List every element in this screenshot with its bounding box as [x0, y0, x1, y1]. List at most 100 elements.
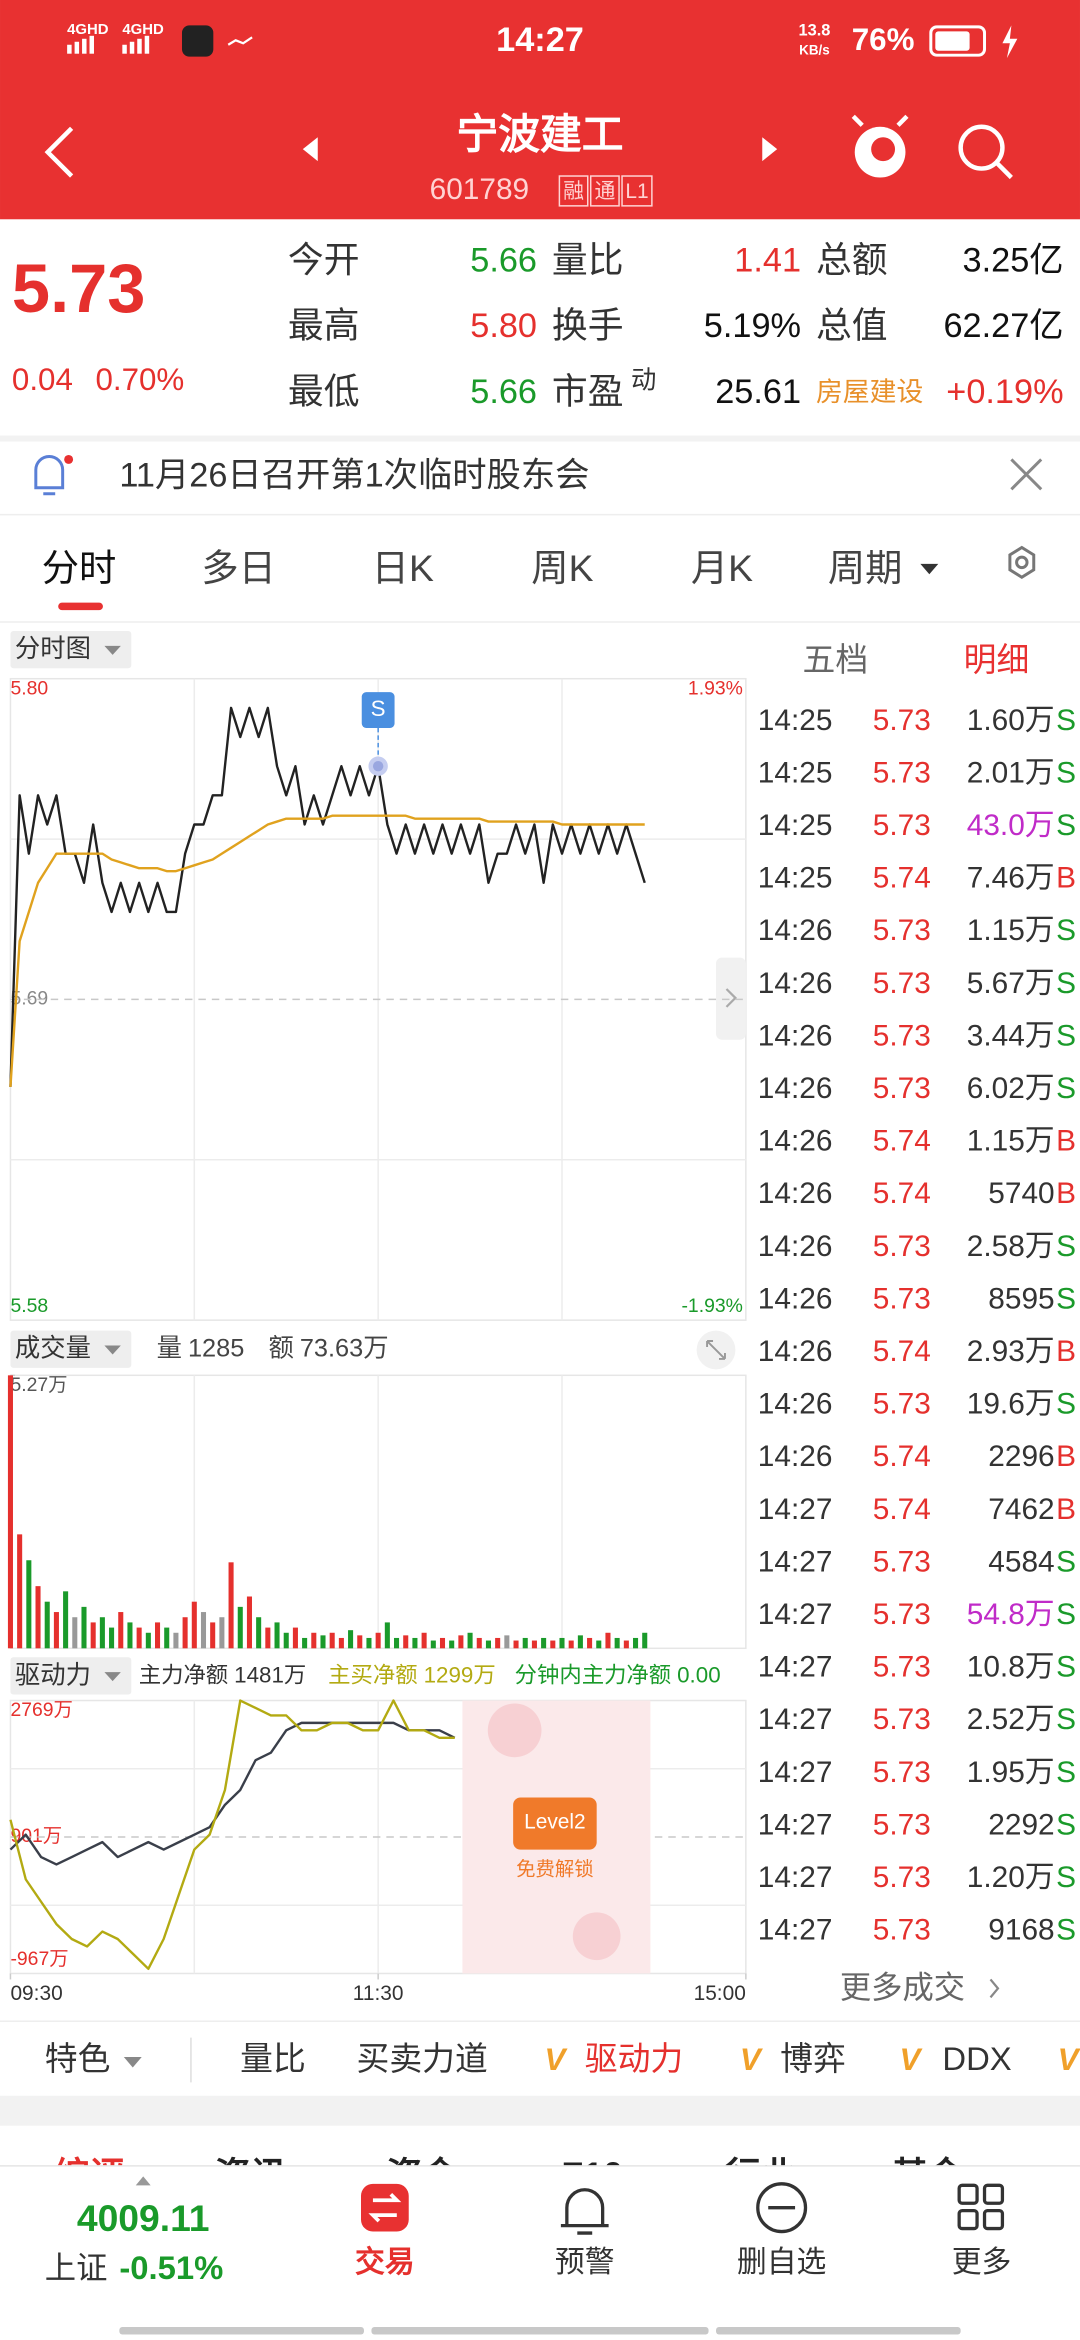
trade-side: S — [1056, 967, 1076, 1000]
trade-volume: 4584 — [988, 1545, 1054, 1578]
detail-tab[interactable]: 明细 — [964, 641, 1030, 678]
charts: 5.58 5.69 5.80 -1.93% 1.93% S 09:30 11:30 15:00 5… — [7, 677, 747, 2005]
toolbar-item[interactable]: 买卖力道 — [357, 2040, 488, 2077]
chart-title-box[interactable] — [10, 630, 132, 669]
toolbar-item[interactable]: 特色 — [45, 2040, 111, 2077]
next-stock[interactable] — [762, 137, 778, 162]
nav-item[interactable]: 预警 — [555, 2246, 615, 2279]
trade-side: B — [1056, 1125, 1076, 1158]
chart-title-box[interactable] — [10, 1657, 132, 1695]
more-trades[interactable]: 更多成交 — [840, 1970, 965, 2005]
volume-bar — [541, 1637, 547, 1649]
trade-side: S — [1056, 809, 1076, 842]
volume-bar — [550, 1640, 556, 1649]
dropdown-caret — [920, 563, 939, 575]
trade-side: S — [1056, 1756, 1076, 1789]
y2-tick-label: 1.93% — [688, 677, 743, 699]
trade-price: 5.73 — [873, 756, 931, 789]
chart-title: 驱动力 — [15, 1661, 91, 1689]
trade-volume: 1.60万 — [967, 704, 1055, 737]
period-tab[interactable]: 周K — [531, 547, 593, 589]
trade-time: 14:26 — [758, 967, 833, 1000]
period-tabs: 分时 多日 日K 周K 月K 周期 — [42, 547, 903, 589]
volume-bar — [642, 1632, 648, 1649]
vip-mark: V — [1058, 2042, 1080, 2077]
close-notice[interactable] — [1010, 458, 1043, 491]
trade-volume: 7462 — [988, 1493, 1054, 1526]
stat-value: 1299万 — [424, 1663, 496, 1688]
trade-side: S — [1056, 1072, 1076, 1105]
trade-price: 5.74 — [873, 1177, 931, 1210]
y-tick-label: 5.80 — [10, 677, 48, 699]
detail-tab[interactable]: 五档 — [803, 641, 869, 678]
badge-box — [558, 175, 589, 207]
trade-time: 14:26 — [758, 1282, 833, 1315]
quote-label: 最高 — [288, 306, 360, 346]
search-icon[interactable] — [958, 124, 1013, 180]
toolbar-item[interactable]: 量比 — [240, 2040, 306, 2077]
trade-time: 14:26 — [758, 914, 833, 947]
trade-volume: 2.01万 — [967, 756, 1055, 789]
trade-price: 5.73 — [873, 1808, 931, 1841]
nav-item[interactable]: 更多 — [952, 2246, 1012, 2279]
period-tab[interactable]: 月K — [691, 547, 753, 589]
badge: 通 — [594, 180, 615, 203]
toolbar-item[interactable]: 博弈 — [780, 2040, 846, 2077]
stat-label: 量 — [157, 1335, 182, 1363]
volume-bar — [63, 1591, 69, 1649]
trade-volume: 5740 — [988, 1177, 1054, 1210]
trade-icon[interactable] — [360, 2183, 409, 2232]
quote-value: 62.27亿 — [943, 307, 1063, 345]
volume-bar — [35, 1586, 41, 1649]
quote-value: 5.80 — [470, 307, 537, 345]
stat-label: 分钟内主力净额 — [515, 1663, 672, 1688]
volume-bar — [568, 1640, 574, 1649]
trade-volume: 2.52万 — [967, 1703, 1055, 1736]
level2-button[interactable] — [513, 1797, 597, 1850]
prev-stock[interactable] — [302, 137, 318, 162]
volume-bar — [430, 1640, 436, 1649]
stat-label: 主力净额 — [139, 1663, 228, 1688]
alert-icon[interactable] — [560, 2188, 609, 2235]
stat-value: 1285 — [188, 1335, 244, 1363]
trade-volume: 5.67万 — [967, 967, 1055, 1000]
y-tick-label: 901万 — [10, 1825, 62, 1847]
period-tab[interactable]: 多日 — [201, 547, 276, 589]
dropdown-caret — [123, 2057, 142, 2068]
period-tab[interactable]: 日K — [372, 547, 434, 589]
trade-time: 14:27 — [758, 1703, 833, 1736]
trade-time: 14:26 — [758, 1019, 833, 1052]
notice-text[interactable]: 11月26日召开第1次临时股东会 — [119, 456, 589, 494]
top-bar-bg — [0, 0, 1080, 220]
quote-value: 1.41 — [734, 242, 801, 280]
chart-title-box[interactable] — [10, 1330, 132, 1368]
trade-volume: 1.95万 — [967, 1756, 1055, 1789]
nav-item[interactable]: 交易 — [355, 2245, 415, 2279]
nav-item[interactable]: 删自选 — [737, 2246, 826, 2279]
trade-side: B — [1056, 1177, 1076, 1210]
trade-price: 5.73 — [873, 1388, 931, 1421]
settings-icon[interactable] — [1008, 545, 1036, 580]
back-button[interactable] — [44, 126, 74, 178]
index-value[interactable]: 4009.11 — [77, 2197, 210, 2239]
trade-time: 14:25 — [758, 704, 833, 737]
volume-bar — [228, 1562, 234, 1649]
mascot-icon[interactable] — [851, 114, 909, 178]
expand-handle[interactable] — [716, 957, 746, 1040]
net-speed: 13.8 — [799, 22, 831, 40]
trade-side: S — [1056, 1598, 1076, 1631]
volume-bar — [26, 1560, 32, 1649]
volume-bar — [559, 1637, 565, 1649]
more-icon[interactable] — [957, 2183, 1005, 2231]
quote-label: 量比 — [552, 240, 624, 280]
quote-label-sup: 动 — [631, 367, 656, 395]
period-tab[interactable]: 分时 — [42, 547, 117, 589]
period-tab[interactable]: 周期 — [828, 547, 903, 589]
price-change-pct: 0.70% — [95, 362, 184, 397]
trade-side: S — [1056, 1388, 1076, 1421]
toolbar-item[interactable]: 驱动力 — [585, 2040, 683, 2077]
toolbar-item[interactable]: DDX — [942, 2040, 1011, 2077]
volume-bar — [504, 1635, 510, 1649]
trade-time: 14:25 — [758, 756, 833, 789]
remove-icon[interactable] — [756, 2182, 808, 2234]
